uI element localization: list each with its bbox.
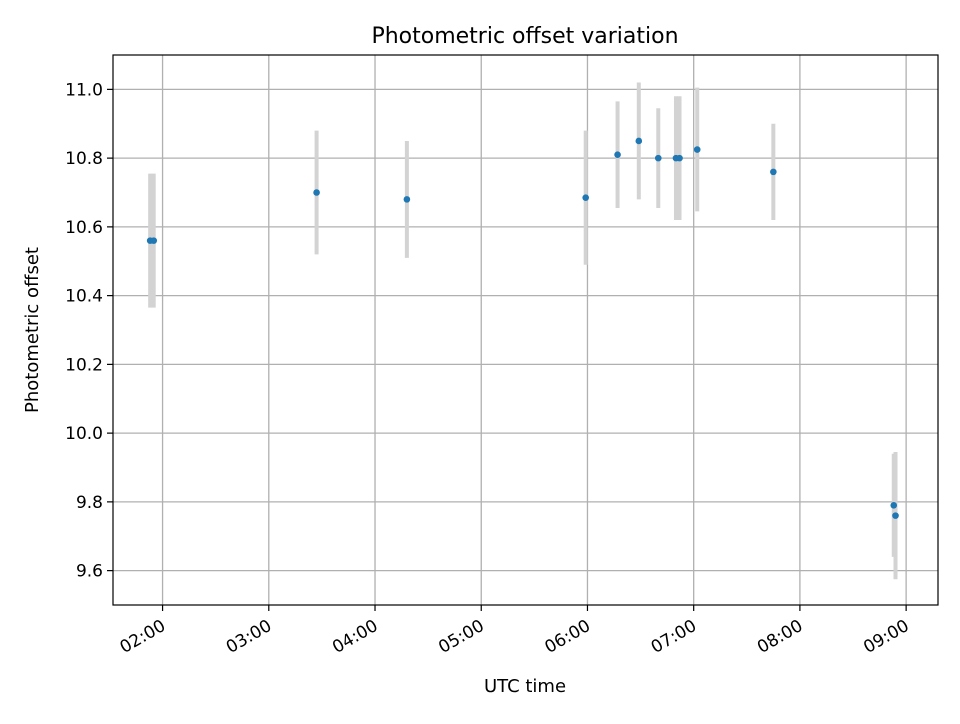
y-tick-label: 10.6 xyxy=(65,218,103,238)
data-point xyxy=(770,168,777,176)
data-point xyxy=(313,189,320,196)
data-point xyxy=(892,512,899,519)
plot-frame xyxy=(112,54,939,606)
data-points xyxy=(146,137,899,519)
y-tick-label: 11.0 xyxy=(65,80,103,100)
data-point xyxy=(676,154,683,162)
y-tick-label: 10.4 xyxy=(65,287,103,307)
data-point xyxy=(654,154,662,162)
y-tick-label: 10.0 xyxy=(65,424,103,444)
y-tick-label: 10.8 xyxy=(65,149,103,169)
y-axis-label: Photometric offset xyxy=(22,247,43,413)
y-tick-label: 9.8 xyxy=(76,493,103,513)
data-point xyxy=(635,137,643,145)
data-point xyxy=(150,237,158,244)
x-axis-label: UTC time xyxy=(484,676,566,697)
y-tick-label: 9.6 xyxy=(76,562,103,582)
y-tick-label: 10.2 xyxy=(65,355,103,375)
chart-title: Photometric offset variation xyxy=(371,24,678,49)
data-point xyxy=(693,146,701,153)
data-point xyxy=(890,502,898,509)
data-point xyxy=(403,196,411,203)
grid xyxy=(113,55,938,605)
y-axis: 9.6 9.8 10.0 10.2 10.4 10.6 10.8 11.0 xyxy=(65,80,113,582)
data-point xyxy=(614,151,621,158)
data-point xyxy=(582,194,589,201)
